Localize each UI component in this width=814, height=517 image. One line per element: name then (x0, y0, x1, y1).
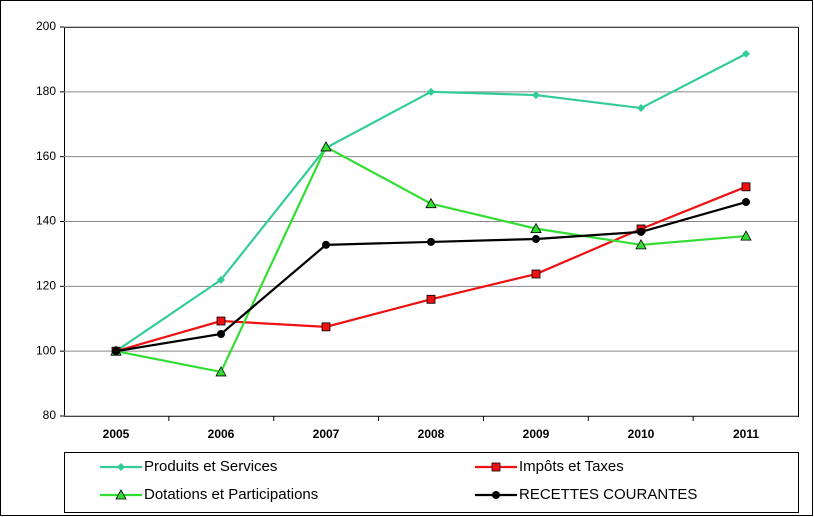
x-tick-label: 2009 (523, 427, 550, 441)
y-tick-label: 80 (43, 408, 57, 422)
point-marker (426, 294, 436, 304)
point-marker (531, 269, 541, 279)
point-marker (216, 316, 226, 326)
point-marker (425, 197, 437, 209)
legend-marker (492, 491, 500, 499)
y-tick-label: 120 (36, 279, 56, 293)
point-marker (217, 275, 225, 284)
legend-box (64, 452, 799, 513)
legend-label: Impôts et Taxes (519, 458, 624, 475)
x-tick-label: 2008 (418, 427, 445, 441)
x-tick-label: 2010 (628, 427, 655, 441)
point-marker (427, 87, 435, 96)
point-marker (215, 366, 227, 377)
legend-marker (491, 462, 501, 472)
point-marker (742, 198, 750, 207)
x-tick-label: 2006 (208, 427, 235, 441)
y-tick-label: 100 (36, 343, 56, 357)
point-marker (637, 104, 645, 113)
point-marker (741, 182, 751, 192)
point-marker (532, 91, 540, 100)
point-marker (530, 222, 542, 234)
point-marker (321, 322, 331, 332)
point-marker (217, 329, 225, 338)
point-marker (532, 235, 540, 244)
point-marker (427, 237, 435, 246)
point-marker (740, 230, 752, 241)
legend-label: RECETTES COURANTES (519, 486, 697, 503)
point-marker (742, 49, 750, 58)
point-marker (322, 240, 330, 249)
point-marker (112, 347, 120, 356)
point-marker (637, 227, 645, 236)
x-tick-label: 2011 (733, 427, 759, 441)
point-marker (635, 239, 647, 250)
legend-label: Produits et Services (144, 458, 277, 475)
legend-label: Dotations et Participations (144, 486, 318, 503)
legend-marker (115, 489, 127, 500)
x-tick-label: 2005 (103, 427, 130, 441)
x-tick-label: 2007 (313, 427, 340, 441)
point-marker (320, 141, 332, 152)
y-tick-label: 140 (36, 214, 56, 228)
y-tick-label: 180 (36, 84, 56, 98)
legend-marker (117, 463, 125, 471)
y-tick-label: 200 (36, 19, 56, 33)
y-tick-label: 160 (36, 149, 56, 163)
